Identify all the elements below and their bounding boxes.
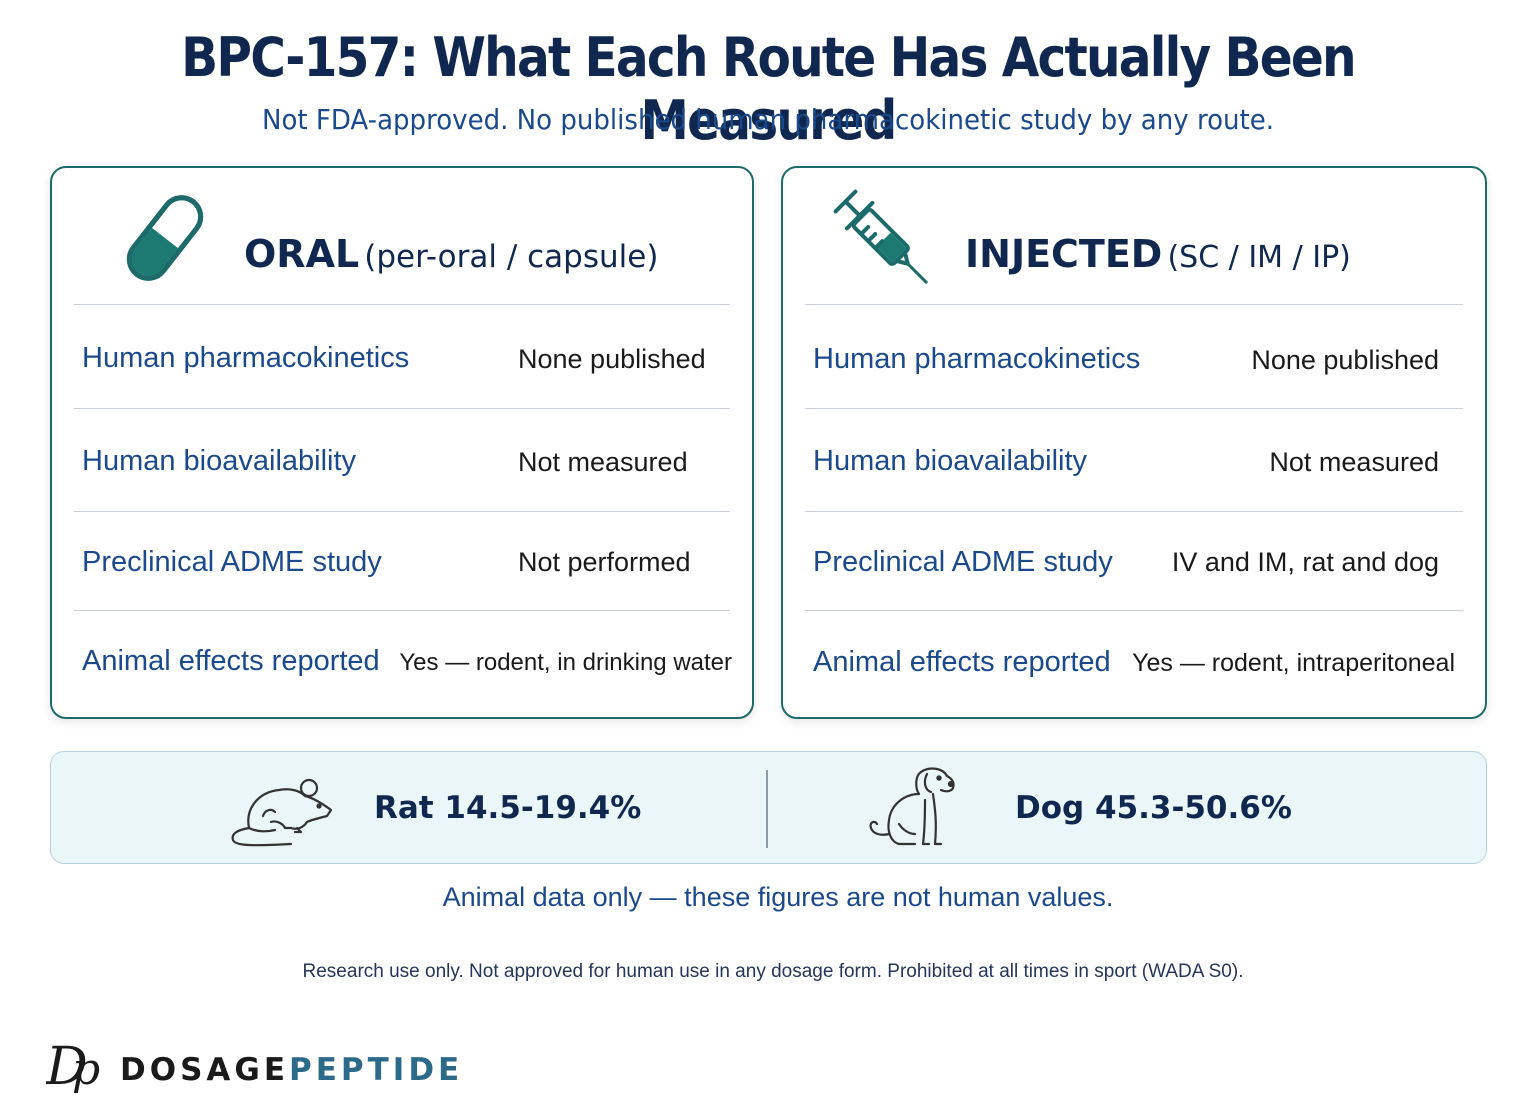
oral-row-label: Preclinical ADME study [82, 546, 382, 578]
injected-heading: INJECTED (SC / IM / IP) [965, 232, 1351, 276]
divider [766, 770, 768, 848]
capsule-icon [120, 188, 210, 293]
oral-row-label: Human pharmacokinetics [82, 342, 410, 374]
injected-row-value: IV and IM, rat and dog [1171, 547, 1439, 577]
dog-icon [863, 764, 963, 859]
animal-data-note: Animal data only — these figures are not… [442, 882, 1114, 912]
animal-bioavailability-panel: Rat 14.5-19.4% Dog 45.3-50.6% [50, 751, 1487, 864]
oral-heading: ORAL (per-oral / capsule) [244, 232, 658, 276]
injected-row-label: Preclinical ADME study [813, 546, 1113, 578]
divider [74, 304, 730, 305]
page-subtitle: Not FDA-approved. No published human pha… [261, 103, 1275, 136]
divider [805, 304, 1463, 305]
divider [805, 610, 1463, 611]
rat-icon [227, 770, 339, 855]
oral-row-value: None published [518, 344, 706, 374]
disclaimer: Research use only. Not approved for huma… [302, 961, 1244, 982]
injected-row-label: Human bioavailability [813, 445, 1088, 477]
divider [74, 511, 730, 512]
dog-bioavailability: Dog 45.3-50.6% [1015, 790, 1292, 826]
divider [805, 511, 1463, 512]
oral-row-value: Not performed [518, 547, 691, 577]
divider [74, 408, 730, 409]
injected-row-label: Human pharmacokinetics [813, 343, 1141, 375]
injected-row-label: Animal effects reported [813, 646, 1111, 678]
injected-row-value: Not measured [1269, 447, 1439, 477]
injected-row-value: None published [1251, 345, 1439, 375]
svg-text:p: p [72, 1044, 100, 1095]
brand-name: DOSAGEPEPTIDE [120, 1052, 463, 1088]
oral-row-value: Not measured [518, 447, 688, 477]
syringe-icon [823, 182, 943, 302]
svg-text:D: D [46, 1038, 88, 1097]
injected-route-detail: (SC / IM / IP) [1167, 240, 1351, 275]
divider [74, 610, 730, 611]
oral-title: ORAL [244, 232, 360, 276]
injected-title: INJECTED [965, 232, 1163, 276]
oral-row-label: Animal effects reported [82, 645, 380, 677]
oral-route-detail: (per-oral / capsule) [364, 239, 659, 275]
oral-route-card: ORAL (per-oral / capsule) Human pharmaco… [50, 166, 754, 719]
divider [805, 408, 1463, 409]
oral-row-label: Human bioavailability [82, 445, 357, 477]
injected-route-card: INJECTED (SC / IM / IP) Human pharmacoki… [781, 166, 1487, 719]
injected-row-value: Yes — rodent, intraperitoneal [1132, 649, 1455, 677]
oral-row-value: Yes — rodent, in drinking water [399, 649, 732, 676]
brand-name-part1: DOSAGE [120, 1052, 290, 1088]
brand-name-part2: PEPTIDE [289, 1052, 464, 1088]
brand-logo: D p [45, 1037, 110, 1103]
page-title: BPC-157: What Each Route Has Actually Be… [181, 26, 1356, 152]
rat-bioavailability: Rat 14.5-19.4% [374, 790, 642, 826]
